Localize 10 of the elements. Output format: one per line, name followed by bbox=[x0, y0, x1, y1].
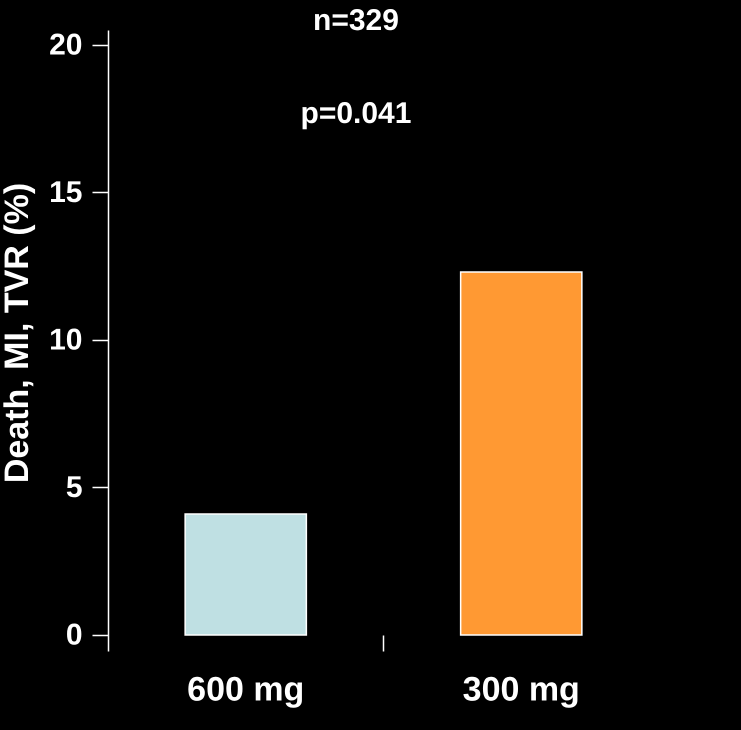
y-tick-label: 15 bbox=[49, 176, 82, 209]
y-axis-title: Death, MI, TVR (%) bbox=[0, 182, 36, 484]
y-tick-label: 5 bbox=[66, 470, 82, 504]
y-tick-label: 0 bbox=[66, 618, 82, 652]
y-tick-label: 20 bbox=[49, 28, 82, 62]
annotation: p=0.041 bbox=[300, 97, 412, 130]
x-tick-label: 300 mg bbox=[462, 670, 580, 708]
y-tick-label: 10 bbox=[49, 323, 82, 356]
annotation: n=329 bbox=[312, 4, 399, 37]
x-tick-label: 600 mg bbox=[187, 670, 304, 708]
